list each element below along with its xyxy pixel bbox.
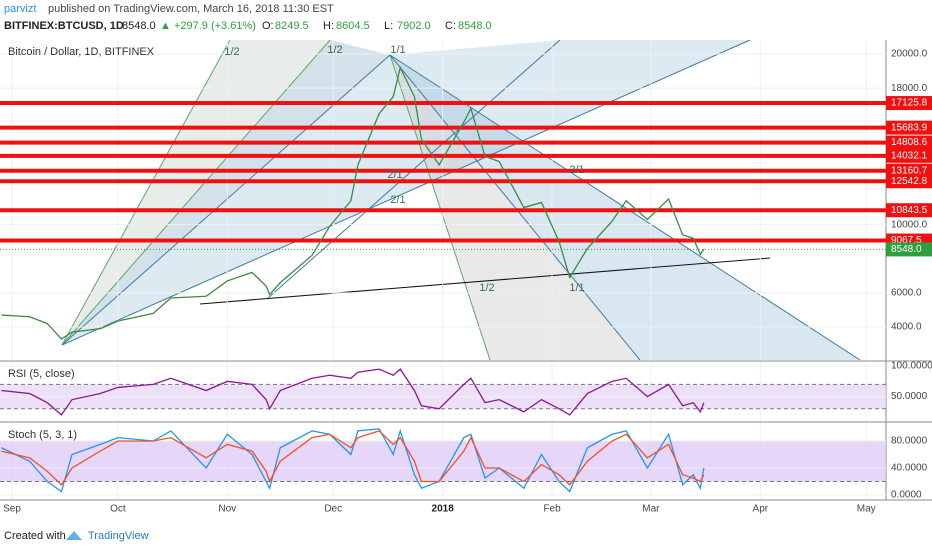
level-tag [886, 120, 932, 135]
y-tick-label: 6000.0 [891, 288, 922, 299]
level-tag [886, 174, 932, 189]
x-tick-label: Mar [642, 504, 660, 515]
level-label: 15683.9 [891, 122, 928, 133]
series-line [1, 430, 705, 486]
logo [66, 531, 82, 540]
fan-label: 2/1 [390, 194, 405, 206]
y-tick-label: 0.0000 [891, 490, 922, 501]
y-tick-label: 18000.0 [891, 83, 928, 94]
x-tick-label: Oct [110, 504, 126, 515]
level-label: 13160.7 [891, 165, 928, 176]
series-line [1, 65, 705, 340]
x-tick-label: Nov [218, 504, 236, 515]
pane-title: Stoch (5, 3, 1) [8, 429, 77, 441]
fan-label: 1/2 [479, 282, 494, 294]
fan-label: 1/2 [224, 46, 239, 58]
ohlc-value: 8249.5 [275, 20, 309, 32]
level-label: 10843.5 [891, 205, 928, 216]
level-label: 9067.5 [891, 235, 922, 246]
x-tick-label: Apr [753, 504, 769, 515]
fan-label: 1/2 [327, 44, 342, 56]
x-tick-label: Sep [3, 504, 21, 515]
level-tag [886, 203, 932, 218]
author[interactable]: parvizt [4, 3, 36, 15]
y-tick-label: 50.0000 [891, 391, 928, 402]
fan-label: 2/1 [387, 169, 402, 181]
y-tick-label: 40.0000 [891, 463, 928, 474]
fan-label: 1/1 [390, 44, 405, 56]
level-label: 17125.8 [891, 98, 928, 109]
ohlc-value: 7902.0 [397, 20, 431, 32]
ohlc-value: 8604.5 [336, 20, 370, 32]
level-tag [886, 135, 932, 150]
ohlc-key: H: [323, 20, 334, 32]
gann-drawings [61, 40, 861, 360]
ohlc-key: C: [445, 20, 456, 32]
pane-title: RSI (5, close) [8, 368, 75, 380]
level-tag [886, 148, 932, 163]
symbol: BITFINEX:BTCUSD, 1D [4, 20, 124, 32]
fan-label: 1/1 [569, 282, 584, 294]
level-label: 12542.8 [891, 176, 928, 187]
level-label: 14808.6 [891, 137, 928, 148]
y-tick-label: 100.0000 [891, 361, 932, 372]
y-tick-label: 10000.0 [891, 219, 928, 230]
level-tag [886, 96, 932, 111]
footer-brand[interactable]: TradingView [88, 530, 149, 542]
published: published on TradingView.com, March 16, … [48, 3, 334, 15]
level-label: 14032.1 [891, 150, 928, 161]
pane-title: Bitcoin / Dollar, 1D, BITFINEX [8, 46, 155, 58]
ohlc-value: 8548.0 [458, 20, 492, 32]
y-tick-label: 20000.0 [891, 49, 928, 60]
change: ▲ +297.9 (+3.61%) [160, 20, 256, 32]
x-tick-label: Dec [324, 504, 342, 515]
last: 8548.0 [122, 20, 156, 32]
x-tick-label: May [857, 504, 876, 515]
ohlc-key: O: [262, 20, 274, 32]
ohlc-key: L: [384, 20, 393, 32]
last-price-tag [886, 242, 932, 257]
series-line [1, 368, 705, 416]
x-tick-label: Feb [543, 504, 561, 515]
fan-label: 2/1 [569, 164, 584, 176]
last-price-label: 8548.0 [891, 244, 922, 255]
y-tick-label: 4000.0 [891, 322, 922, 333]
level-tag [886, 163, 932, 178]
x-tick-label: 2018 [432, 504, 455, 515]
y-tick-label: 80.0000 [891, 436, 928, 447]
footer-created: Created with [4, 530, 66, 542]
